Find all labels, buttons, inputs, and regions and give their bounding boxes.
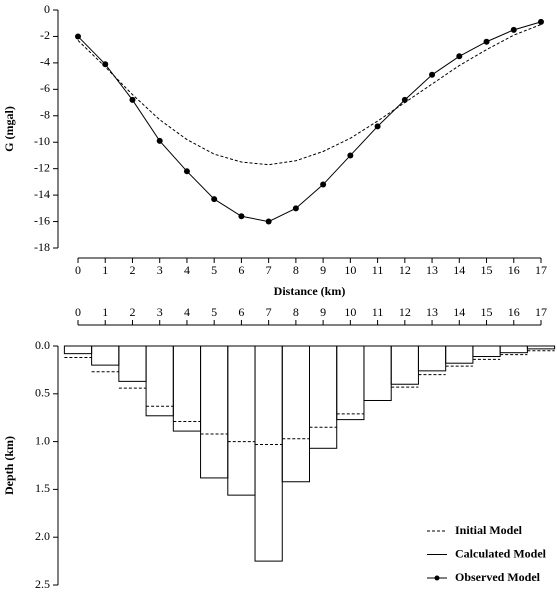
x-tick-label: 1	[102, 305, 108, 319]
marker	[292, 205, 299, 212]
x-tick-label: 3	[157, 263, 163, 277]
bar	[200, 345, 229, 479]
x-tick-label: 1	[102, 263, 108, 277]
bar	[445, 345, 474, 364]
y-tick-label: 2.0	[35, 529, 50, 543]
x-tick-label: 6	[238, 305, 244, 319]
x-tick-label: 2	[129, 263, 135, 277]
x-tick-label: 12	[399, 305, 411, 319]
x-tick-label: 16	[508, 305, 520, 319]
bar	[417, 345, 447, 372]
marker	[211, 196, 218, 203]
marker	[129, 96, 136, 103]
y-tick-label: -16	[34, 213, 50, 227]
marker	[374, 123, 381, 130]
x-tick-label: 4	[184, 305, 190, 319]
legend-label: Calculated Model	[455, 546, 547, 560]
x-tick-label: 13	[426, 263, 438, 277]
y-tick-label: -8	[40, 108, 50, 122]
x-tick-label: 4	[184, 263, 190, 277]
bar	[227, 345, 256, 496]
marker	[320, 181, 327, 188]
x-tick-label: 7	[266, 263, 272, 277]
y-tick-label: -12	[34, 160, 50, 174]
x-axis-label: Distance (km)	[274, 284, 346, 298]
y-tick-label: -10	[34, 134, 50, 148]
marker	[265, 218, 272, 225]
marker	[510, 26, 517, 33]
x-tick-label: 9	[320, 305, 326, 319]
y-tick-label: -4	[40, 55, 50, 69]
legend-marker	[434, 575, 440, 581]
y-tick-label: 0.0	[35, 338, 50, 352]
x-tick-label: 2	[129, 305, 135, 319]
marker	[401, 96, 408, 103]
bar	[145, 345, 174, 417]
bar	[472, 345, 501, 358]
x-tick-label: 14	[453, 263, 465, 277]
bar	[118, 345, 147, 382]
x-tick-label: 15	[481, 305, 493, 319]
x-tick-label: 5	[211, 305, 217, 319]
y-tick-label: -2	[40, 28, 50, 42]
bar	[526, 345, 556, 350]
x-tick-label: 15	[481, 263, 493, 277]
legend-label: Initial Model	[455, 523, 523, 537]
x-tick-label: 0	[75, 263, 81, 277]
x-tick-label: 13	[426, 305, 438, 319]
y-axis-label: Depth (km)	[2, 436, 16, 495]
dashed-line	[77, 24, 542, 166]
x-tick-label: 14	[453, 305, 465, 319]
x-tick-label: 8	[293, 263, 299, 277]
marker	[429, 71, 436, 78]
x-tick-label: 11	[372, 305, 384, 319]
x-tick-label: 16	[508, 263, 520, 277]
x-tick-label: 9	[320, 263, 326, 277]
x-tick-label: 0	[75, 305, 81, 319]
marker	[456, 53, 463, 60]
legend-label: Observed Model	[455, 570, 541, 584]
marker	[102, 61, 109, 68]
bar	[91, 345, 120, 366]
x-tick-label: 10	[344, 263, 356, 277]
x-tick-label: 17	[535, 263, 547, 277]
y-tick-label: 0	[44, 2, 50, 16]
y-tick-label: -6	[40, 81, 50, 95]
marker	[483, 38, 490, 45]
x-tick-label: 8	[293, 305, 299, 319]
x-tick-label: 7	[266, 305, 272, 319]
bar	[254, 345, 283, 562]
x-tick-label: 3	[157, 305, 163, 319]
x-tick-label: 17	[535, 305, 547, 319]
x-tick-label: 5	[211, 263, 217, 277]
bar	[390, 345, 419, 385]
marker	[75, 33, 81, 40]
bar	[499, 345, 528, 354]
y-tick-label: -14	[34, 187, 50, 201]
y-tick-label: 1.0	[35, 433, 50, 447]
bar	[363, 345, 392, 401]
line	[77, 21, 542, 223]
bar	[309, 345, 338, 449]
x-tick-label: 6	[238, 263, 244, 277]
y-axis-label: G (mgal)	[2, 106, 16, 152]
marker	[156, 137, 163, 144]
bar	[336, 345, 365, 421]
marker	[238, 213, 245, 220]
x-tick-label: 10	[344, 305, 356, 319]
x-tick-label: 11	[372, 263, 384, 277]
bar	[172, 345, 202, 432]
marker	[538, 18, 544, 25]
y-tick-label: -18	[34, 240, 50, 254]
y-tick-label: 1.5	[35, 481, 50, 495]
marker	[347, 152, 354, 159]
x-tick-label: 12	[399, 263, 411, 277]
marker	[183, 168, 190, 175]
y-tick-label: 0.5	[35, 386, 50, 400]
y-tick-label: 2.5	[35, 577, 50, 591]
bar	[63, 345, 93, 355]
bar	[281, 345, 311, 483]
